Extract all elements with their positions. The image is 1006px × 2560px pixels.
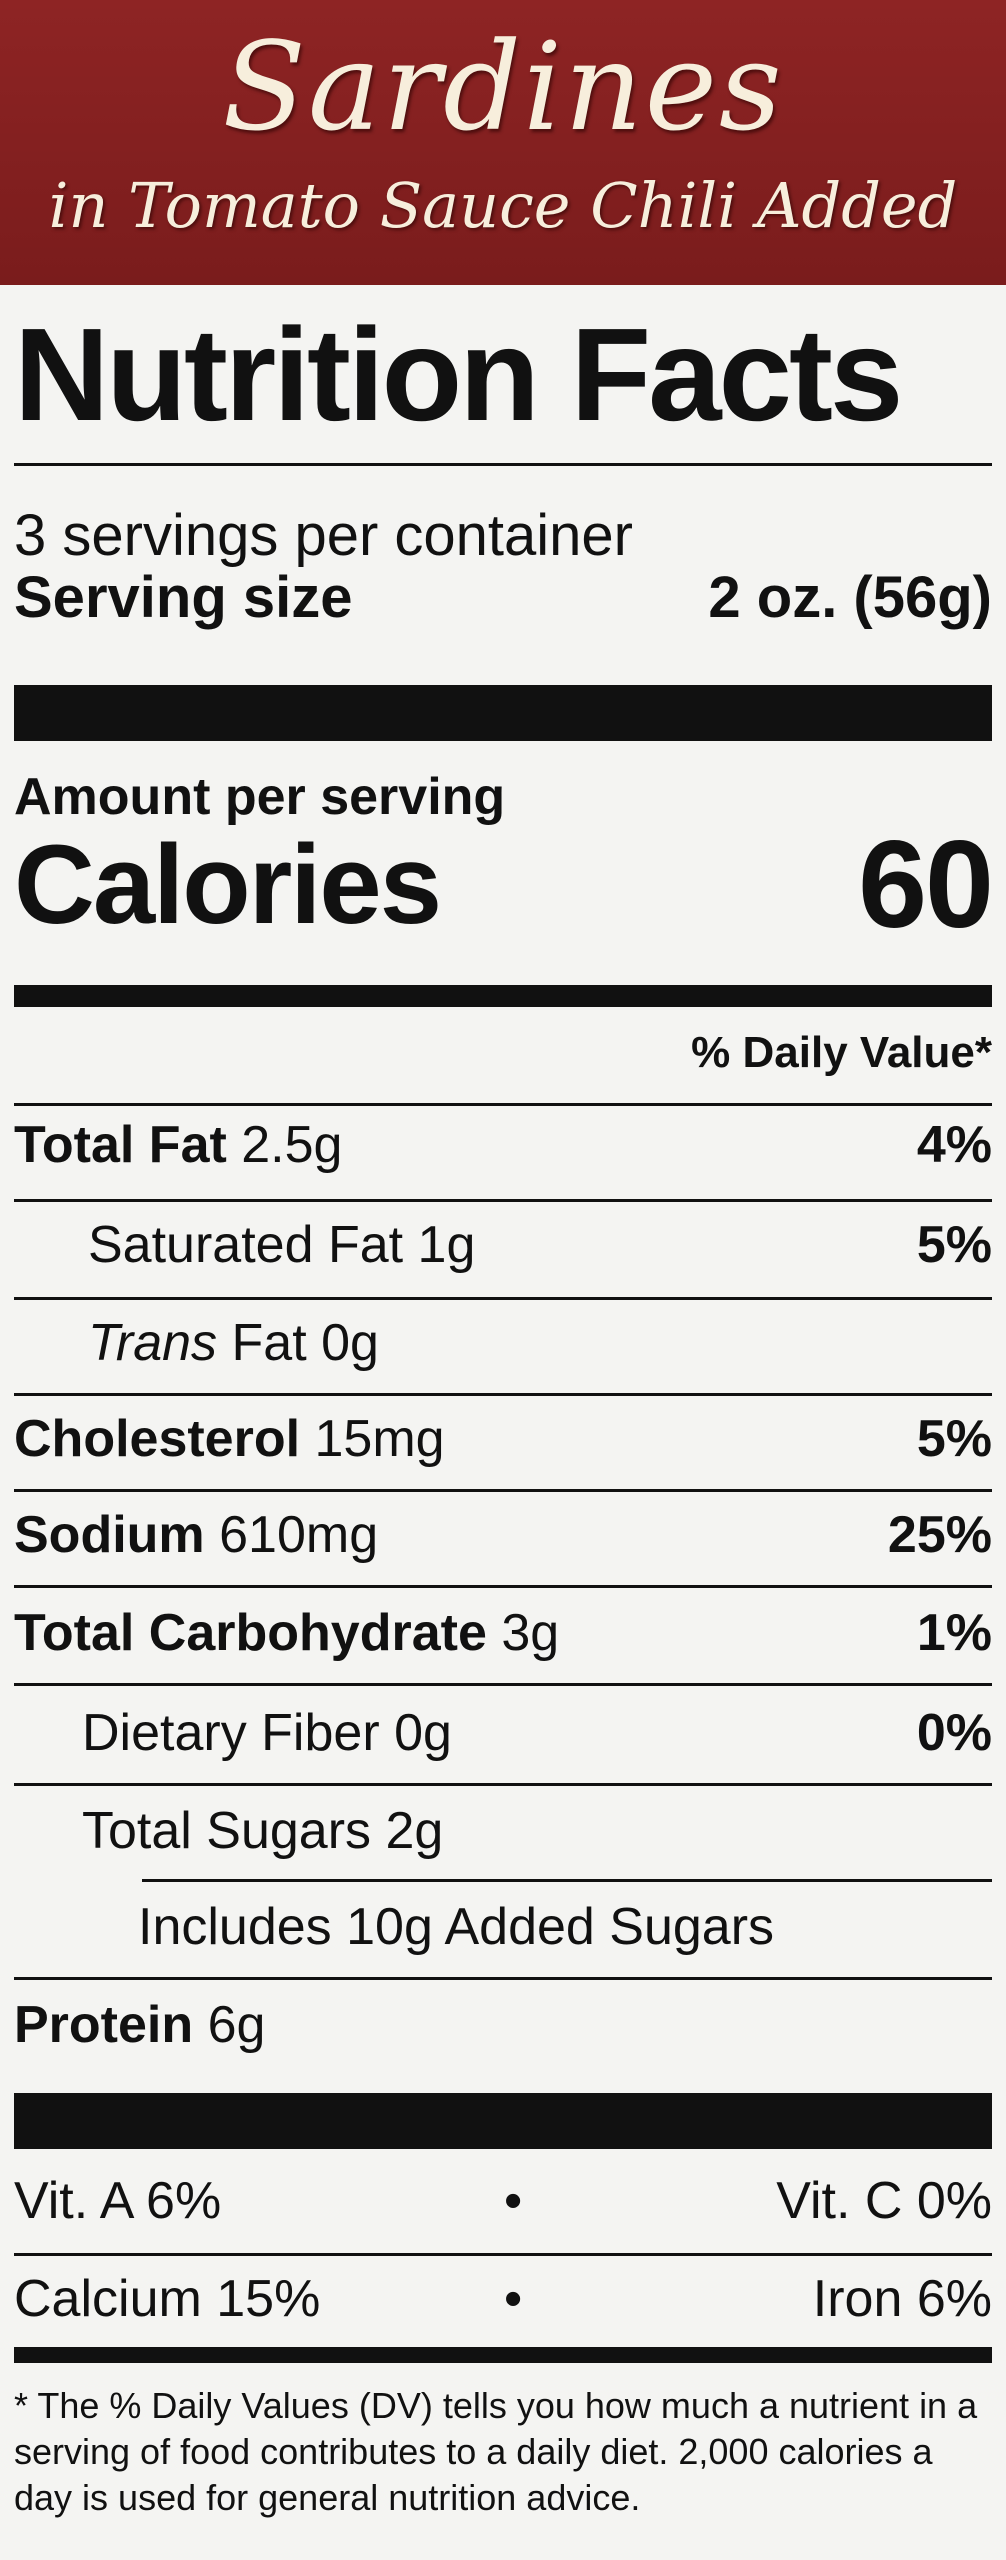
mineral-row: Calcium 15% • Iron 6% — [14, 2269, 992, 2329]
nutrient-row-sodium: Sodium 610mg 25% — [14, 1506, 992, 1564]
divider — [14, 1783, 992, 1786]
calories-label: Calories — [14, 822, 442, 947]
product-subtitle: in Tomato Sauce Chili Added — [48, 169, 958, 242]
thick-divider — [14, 985, 992, 1007]
nutrient-row-trans-fat: Trans Fat 0g — [88, 1314, 379, 1372]
serving-size-value: 2 oz. (56g) — [708, 565, 992, 630]
nutrient-row-protein: Protein 6g — [14, 1996, 266, 2054]
nutrient-row-cholesterol: Cholesterol 15mg 5% — [14, 1410, 992, 1468]
divider — [14, 1297, 992, 1300]
bullet-separator: • — [504, 2172, 523, 2230]
divider — [142, 1879, 992, 1882]
footnote: * The % Daily Values (DV) tells you how … — [14, 2385, 978, 2518]
nutrition-facts-heading: Nutrition Facts — [14, 301, 903, 448]
nutrient-row-total-sugars: Total Sugars 2g — [82, 1802, 444, 1860]
divider — [14, 1393, 992, 1396]
serving-size-label: Serving size — [14, 565, 353, 630]
thick-divider — [14, 2093, 992, 2149]
vitamin-a: Vit. A 6% — [14, 2172, 222, 2230]
divider — [14, 1977, 992, 1980]
divider — [14, 1199, 992, 1202]
calories-row: Calories 60 — [14, 816, 994, 954]
nutrient-row-saturated-fat: Saturated Fat 1g 5% — [88, 1216, 992, 1274]
calories-value: 60 — [858, 816, 994, 954]
divider — [14, 1489, 992, 1492]
bullet-separator: • — [504, 2270, 523, 2328]
amount-per-serving: Amount per serving — [14, 768, 506, 826]
thick-divider — [14, 2347, 992, 2363]
vitamin-c: Vit. C 0% — [776, 2172, 992, 2230]
divider — [14, 2253, 992, 2256]
serving-size-row: Serving size 2 oz. (56g) — [14, 565, 992, 631]
servings-per-container: 3 servings per container — [14, 503, 633, 568]
divider — [14, 1585, 992, 1588]
vitamin-row: Vit. A 6% • Vit. C 0% — [14, 2171, 992, 2231]
divider — [14, 1103, 992, 1106]
product-title: Sardines — [222, 16, 784, 158]
product-banner: Sardines in Tomato Sauce Chili Added — [0, 0, 1006, 285]
divider — [14, 1683, 992, 1686]
divider — [14, 463, 992, 466]
nutrient-row-added-sugars: Includes 10g Added Sugars — [138, 1898, 775, 1956]
nutrient-row-total-fat: Total Fat 2.5g 4% — [14, 1116, 992, 1174]
nutrient-row-dietary-fiber: Dietary Fiber 0g 0% — [82, 1704, 992, 1762]
iron: Iron 6% — [812, 2270, 992, 2328]
calcium: Calcium 15% — [14, 2270, 321, 2328]
nutrition-facts-label: Nutrition Facts 3 servings per container… — [14, 285, 994, 2560]
thick-divider — [14, 685, 992, 741]
nutrient-row-total-carbohydrate: Total Carbohydrate 3g 1% — [14, 1604, 992, 1662]
